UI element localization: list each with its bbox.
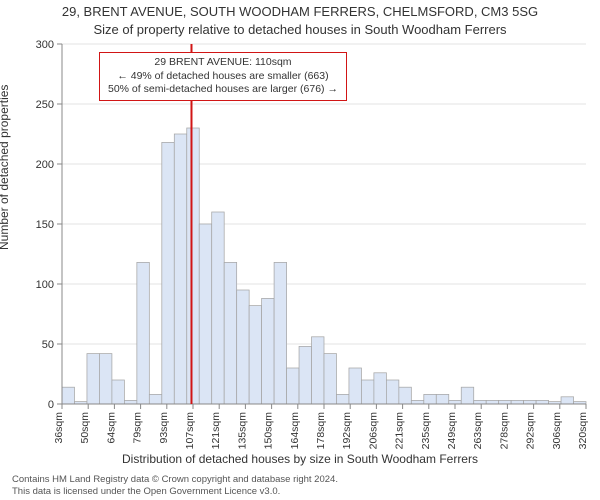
y-tick-label: 300	[36, 39, 54, 51]
x-tick-label: 320sqm	[577, 412, 589, 450]
x-tick-label: 36sqm	[53, 412, 65, 444]
histogram-bar	[524, 400, 536, 404]
x-tick-label: 107sqm	[184, 412, 196, 450]
annotation-line2: ← 49% of detached houses are smaller (66…	[108, 70, 338, 84]
x-tick-label: 164sqm	[289, 412, 301, 450]
histogram-bar	[99, 354, 111, 404]
x-tick-label: 235sqm	[420, 412, 432, 450]
page-title-line2: Size of property relative to detached ho…	[0, 22, 600, 37]
histogram-bar	[474, 400, 486, 404]
page-title-line1: 29, BRENT AVENUE, SOUTH WOODHAM FERRERS,…	[0, 4, 600, 19]
x-tick-label: 121sqm	[210, 412, 222, 450]
y-tick-label: 0	[48, 399, 54, 411]
histogram-bar	[299, 346, 311, 404]
histogram-bar	[174, 134, 186, 404]
histogram-bar	[124, 400, 136, 404]
histogram-bar	[436, 394, 448, 404]
histogram-bar	[336, 394, 348, 404]
annotation-line1: 29 BRENT AVENUE: 110sqm	[108, 56, 338, 70]
histogram-bar	[149, 394, 161, 404]
footer-line2: This data is licensed under the Open Gov…	[12, 486, 338, 498]
histogram-bar	[262, 298, 274, 404]
histogram-bar	[87, 354, 99, 404]
histogram-bar	[411, 400, 423, 404]
histogram-bar	[212, 212, 224, 404]
x-tick-label: 306sqm	[551, 412, 563, 450]
x-tick-label: 221sqm	[394, 412, 406, 450]
x-tick-label: 50sqm	[79, 412, 91, 444]
histogram-bar	[536, 400, 548, 404]
histogram-bar	[249, 306, 261, 404]
footer-attribution: Contains HM Land Registry data © Crown c…	[12, 474, 338, 498]
footer-line1: Contains HM Land Registry data © Crown c…	[12, 474, 338, 486]
histogram-bar	[511, 400, 523, 404]
x-tick-label: 135sqm	[236, 412, 248, 450]
y-tick-label: 100	[36, 279, 54, 291]
y-tick-label: 150	[36, 219, 54, 231]
histogram-bar	[287, 368, 299, 404]
histogram-bar	[62, 387, 74, 404]
histogram-bar	[374, 373, 386, 404]
histogram-bar	[187, 128, 199, 404]
histogram-bar	[499, 400, 511, 404]
histogram-bar	[137, 262, 149, 404]
histogram-bar	[199, 224, 211, 404]
x-tick-label: 79sqm	[132, 412, 144, 444]
histogram-bar	[424, 394, 436, 404]
histogram-bar	[349, 368, 361, 404]
annotation-box: 29 BRENT AVENUE: 110sqm ← 49% of detache…	[99, 52, 347, 101]
y-tick-label: 200	[36, 159, 54, 171]
histogram-bar	[324, 354, 336, 404]
x-tick-label: 192sqm	[341, 412, 353, 450]
x-tick-label: 249sqm	[446, 412, 458, 450]
histogram-bar	[561, 397, 573, 404]
histogram-bar	[399, 387, 411, 404]
x-axis-label: Distribution of detached houses by size …	[0, 452, 600, 466]
x-tick-label: 150sqm	[263, 412, 275, 450]
histogram-bar	[386, 380, 398, 404]
histogram-bar	[237, 290, 249, 404]
histogram-bar	[312, 337, 324, 404]
histogram-bar	[224, 262, 236, 404]
x-tick-label: 93sqm	[158, 412, 170, 444]
annotation-line3: 50% of semi-detached houses are larger (…	[108, 83, 338, 97]
x-tick-label: 292sqm	[525, 412, 537, 450]
histogram-bar	[162, 142, 174, 404]
y-tick-label: 50	[42, 339, 54, 351]
x-tick-label: 64sqm	[105, 412, 117, 444]
histogram-bar	[461, 387, 473, 404]
y-tick-label: 250	[36, 99, 54, 111]
y-axis-label: Number of detached properties	[0, 85, 11, 250]
histogram-bar	[449, 400, 461, 404]
x-tick-label: 263sqm	[472, 412, 484, 450]
x-tick-label: 206sqm	[367, 412, 379, 450]
histogram-bar	[274, 262, 286, 404]
x-tick-label: 178sqm	[315, 412, 327, 450]
histogram-bar	[361, 380, 373, 404]
x-tick-label: 278sqm	[498, 412, 510, 450]
histogram-bar	[486, 400, 498, 404]
histogram-bar	[112, 380, 124, 404]
